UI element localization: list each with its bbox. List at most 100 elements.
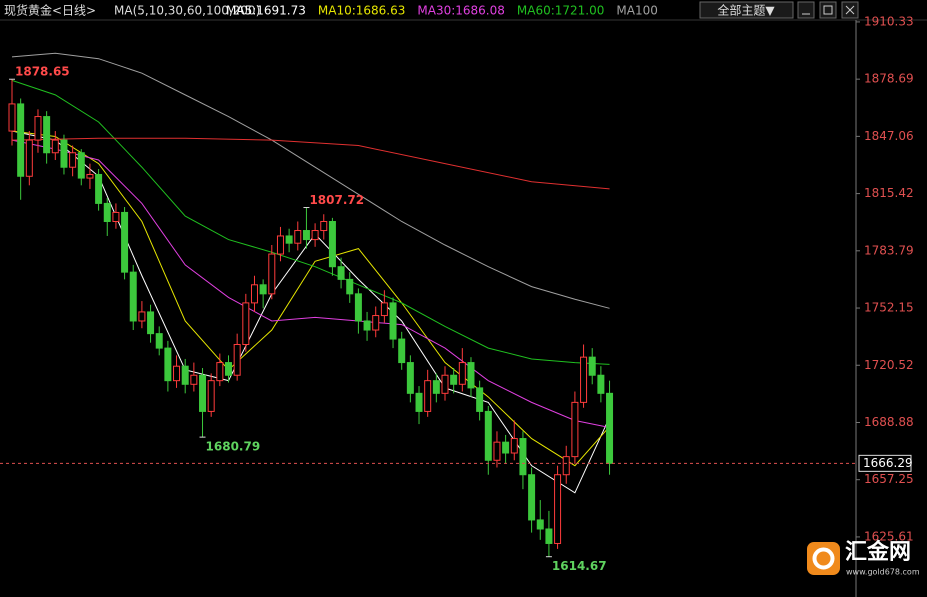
candle-body bbox=[510, 438, 518, 454]
candle-body bbox=[502, 441, 510, 454]
candle-body bbox=[225, 362, 232, 376]
theme-button[interactable] bbox=[699, 1, 794, 19]
candle-body bbox=[337, 266, 345, 280]
candle-body bbox=[112, 211, 120, 222]
candle-body bbox=[554, 474, 562, 544]
candle-body bbox=[562, 456, 570, 476]
window-icons bbox=[802, 5, 855, 15]
theme-button-label[interactable]: 全部主题▼ bbox=[717, 3, 775, 18]
candle-body bbox=[95, 173, 103, 204]
legend-entry: MA60:1721.00 bbox=[517, 4, 605, 18]
candle-body bbox=[190, 374, 198, 385]
candle-body bbox=[69, 152, 77, 168]
candle-body bbox=[372, 315, 380, 331]
candle-body bbox=[528, 474, 536, 521]
candle-body bbox=[207, 380, 215, 412]
candle-body bbox=[259, 284, 267, 295]
candle-body bbox=[441, 374, 449, 394]
candle-body bbox=[389, 302, 397, 340]
candle-body bbox=[250, 284, 258, 304]
candle-body bbox=[493, 441, 501, 461]
candle-body bbox=[536, 519, 544, 530]
candle-body bbox=[216, 362, 224, 382]
candle-body bbox=[34, 116, 42, 141]
candle-body bbox=[17, 103, 25, 177]
candle-body bbox=[285, 235, 293, 244]
y-tick-label: 1847.06 bbox=[864, 129, 914, 143]
candle-body bbox=[51, 139, 59, 154]
ma-line bbox=[11, 52, 610, 309]
candle-body bbox=[311, 230, 319, 241]
candle-body bbox=[398, 338, 406, 364]
candle-body bbox=[43, 116, 51, 154]
last-price-label: 1666.29 bbox=[863, 456, 913, 470]
candle-body bbox=[60, 139, 68, 168]
candle-body bbox=[450, 374, 458, 385]
logo-url: www.gold678.com bbox=[846, 568, 920, 577]
candle-body bbox=[320, 220, 328, 232]
extreme-label: 1807.72 bbox=[309, 193, 364, 207]
candle-body bbox=[580, 356, 588, 403]
candle-body bbox=[458, 362, 466, 385]
legend-entry: MA30:1686.08 bbox=[417, 4, 505, 18]
y-tick-label: 1720.52 bbox=[864, 358, 914, 372]
candle-body bbox=[77, 152, 85, 179]
candle-body bbox=[606, 392, 614, 464]
y-tick-label: 1752.15 bbox=[864, 301, 914, 315]
ma-line bbox=[11, 79, 610, 365]
y-tick-label: 1625.61 bbox=[864, 529, 914, 543]
candle-body bbox=[233, 343, 241, 376]
extreme-label: 1614.67 bbox=[552, 559, 607, 573]
candle-body bbox=[432, 380, 440, 394]
candle-body bbox=[138, 311, 146, 322]
last-price-box bbox=[858, 454, 912, 472]
candle-body bbox=[302, 230, 310, 241]
candle-body bbox=[86, 173, 94, 179]
candle-body bbox=[363, 320, 371, 331]
candle-body bbox=[354, 293, 362, 322]
candle-body bbox=[415, 392, 423, 412]
candle-body bbox=[147, 311, 155, 335]
candle-body bbox=[181, 365, 189, 385]
ma-line bbox=[11, 139, 610, 429]
y-tick-label: 1688.88 bbox=[864, 415, 914, 429]
candle-body bbox=[484, 410, 492, 461]
y-tick-label: 1910.33 bbox=[864, 14, 914, 28]
symbol-title: 现货黄金<日线> bbox=[4, 3, 96, 18]
candle-body bbox=[268, 253, 276, 295]
candle-body bbox=[406, 362, 414, 394]
candle-body bbox=[121, 211, 129, 273]
candle-body bbox=[597, 374, 605, 394]
candle-body bbox=[164, 347, 172, 382]
y-tick-label: 1815.42 bbox=[864, 186, 914, 200]
logo-icon bbox=[807, 542, 840, 575]
candle-body bbox=[129, 271, 137, 322]
candle-body bbox=[103, 202, 111, 222]
candle-body bbox=[199, 374, 207, 412]
extreme-label: 1680.79 bbox=[206, 440, 261, 454]
candle-body bbox=[155, 333, 163, 349]
logo-mark bbox=[812, 547, 835, 570]
logo-name: 汇金网 bbox=[845, 539, 911, 565]
ma-set: MA(5,10,30,60,100,200) bbox=[114, 4, 260, 18]
ma-line bbox=[11, 130, 610, 467]
candle-body bbox=[476, 387, 484, 412]
candle-body bbox=[173, 365, 181, 382]
window-button[interactable] bbox=[819, 1, 837, 19]
candle-body bbox=[25, 139, 33, 177]
window-button[interactable] bbox=[797, 1, 815, 19]
candle-body bbox=[588, 356, 596, 376]
logo: 汇金网 www.gold678.com bbox=[807, 539, 920, 577]
candle-body bbox=[380, 302, 388, 317]
legend-entry: MA5:1691.73 bbox=[226, 4, 306, 18]
candle-body bbox=[276, 235, 284, 255]
candle-body bbox=[8, 103, 16, 132]
extreme-label: 1878.65 bbox=[15, 65, 70, 79]
y-tick-label: 1878.69 bbox=[864, 72, 914, 86]
candle-body bbox=[571, 401, 579, 458]
y-tick-label: 1783.79 bbox=[864, 243, 914, 257]
candle-body bbox=[519, 438, 527, 476]
ma-line bbox=[11, 137, 610, 190]
